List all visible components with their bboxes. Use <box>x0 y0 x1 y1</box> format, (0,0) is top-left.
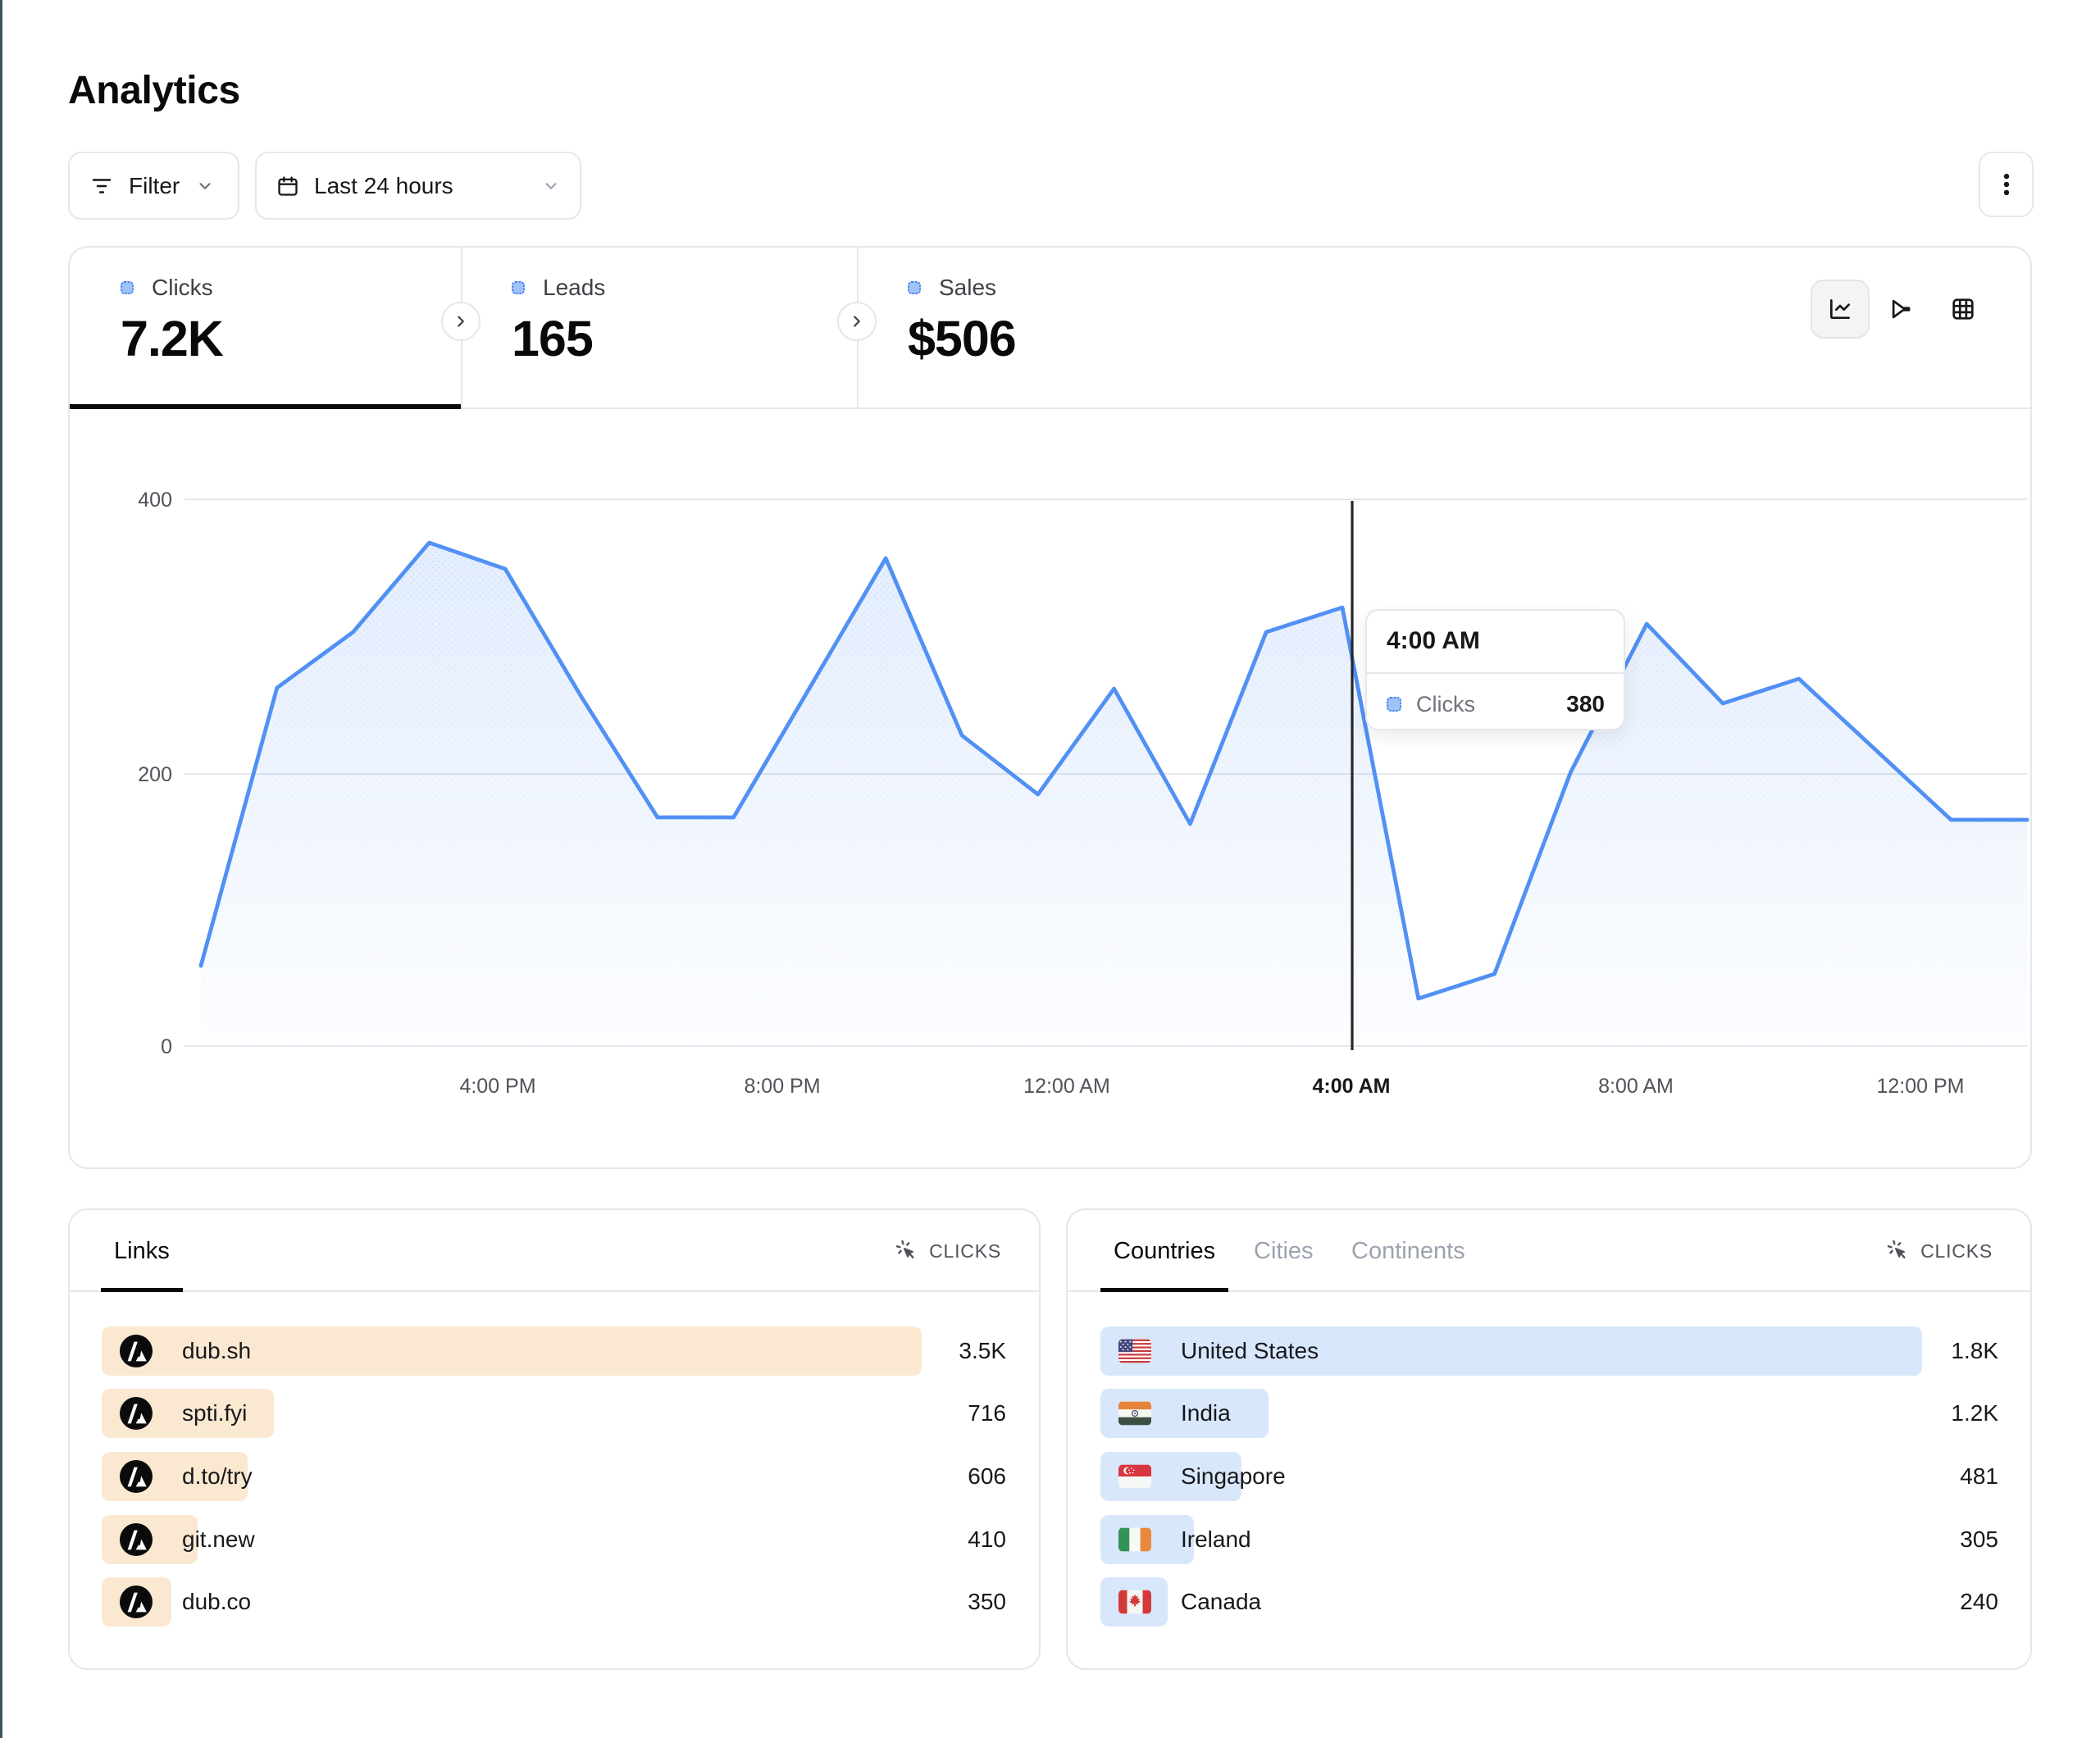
svg-text:200: 200 <box>138 763 172 786</box>
svg-text:0: 0 <box>161 1035 172 1058</box>
svg-text:8:00 PM: 8:00 PM <box>744 1075 820 1098</box>
svg-text:8:00 AM: 8:00 AM <box>1598 1075 1674 1098</box>
svg-text:4:00 AM: 4:00 AM <box>1313 1075 1391 1098</box>
svg-text:4:00 PM: 4:00 PM <box>459 1075 535 1098</box>
svg-text:12:00 AM: 12:00 AM <box>1023 1075 1110 1098</box>
svg-text:12:00 PM: 12:00 PM <box>1876 1075 1964 1098</box>
svg-text:400: 400 <box>138 489 172 512</box>
